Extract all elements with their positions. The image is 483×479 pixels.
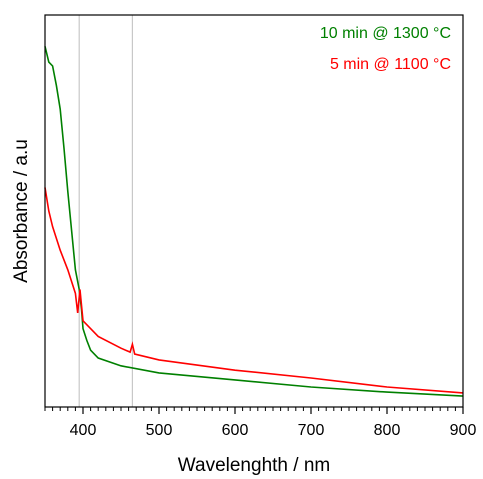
legend-entry: 5 min @ 1100 °C — [330, 56, 451, 73]
x-axis-label: Wavelenghth / nm — [178, 455, 330, 476]
x-tick-label: 400 — [70, 422, 97, 439]
x-tick-label: 800 — [374, 422, 401, 439]
series-line — [44, 187, 464, 394]
series-line — [44, 46, 464, 397]
x-tick-label: 700 — [298, 422, 325, 439]
x-tick-label: 900 — [450, 422, 477, 439]
x-tick-label: 500 — [146, 422, 173, 439]
legend-entry: 10 min @ 1300 °C — [320, 25, 451, 42]
plot-frame — [44, 14, 464, 408]
y-axis-label: Absorbance / a.u — [11, 139, 32, 283]
x-tick-label: 600 — [222, 422, 249, 439]
